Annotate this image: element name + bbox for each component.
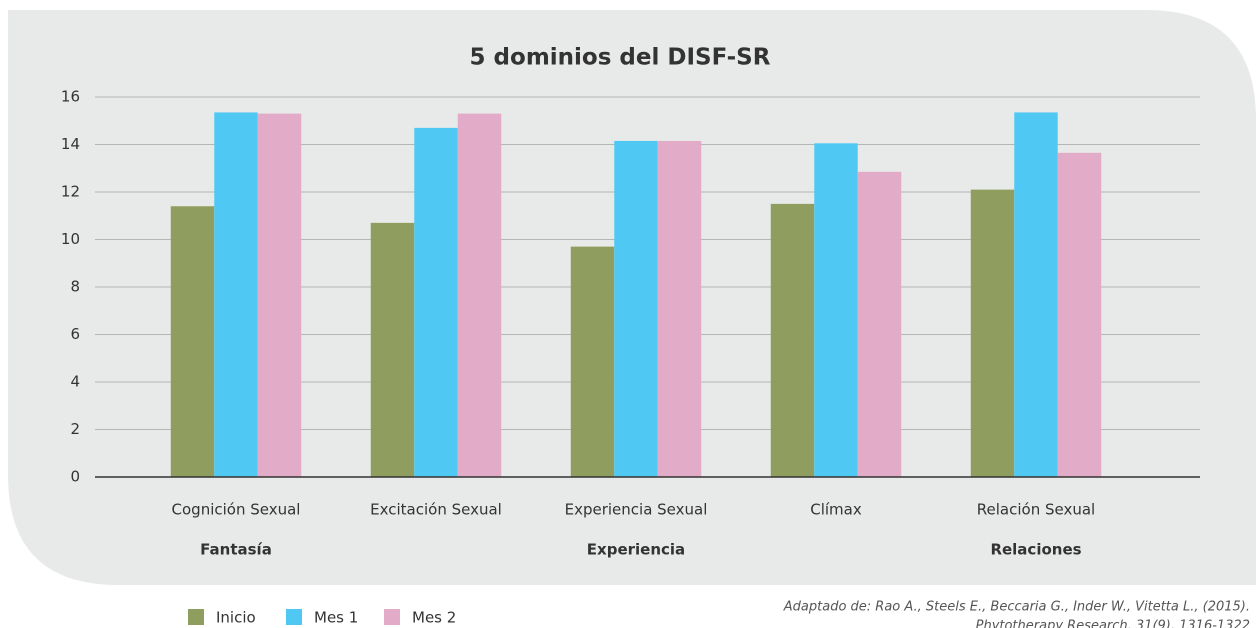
bar [970,189,1015,477]
bar [457,113,502,477]
y-tick-label: 4 [70,373,80,391]
bar [257,113,302,477]
x-tick-label: Clímax [810,501,862,519]
y-tick-label: 0 [70,468,80,486]
bar [657,140,702,477]
y-tick-label: 14 [61,135,80,153]
bar [570,246,615,477]
bar [1057,152,1102,477]
bar [414,127,458,477]
group-label: Experiencia [587,541,685,559]
x-tick-label: Excitación Sexual [370,501,502,519]
source-note: Phytotherapy Research, 31(9), 1316-1322 [976,619,1250,628]
source-note: Adaptado de: Rao A., Steels E., Beccaria… [783,600,1250,615]
x-tick-label: Relación Sexual [977,501,1095,519]
legend-swatch [384,609,400,625]
bar [1014,112,1058,477]
bar [770,203,815,477]
legend-label: Mes 1 [314,609,358,627]
bar [814,143,858,477]
y-tick-label: 12 [61,183,80,201]
x-tick-label: Experiencia Sexual [565,501,708,519]
legend-swatch [188,609,204,625]
bar [857,171,902,477]
legend-label: Mes 2 [412,609,456,627]
bar [614,140,658,477]
legend-label: Inicio [216,609,256,627]
legend-swatch [286,609,302,625]
group-label: Relaciones [990,541,1081,559]
bar [370,222,415,477]
x-tick-label: Cognición Sexual [172,501,301,519]
y-tick-label: 10 [61,230,80,248]
y-tick-label: 8 [70,278,80,296]
bar [170,206,215,477]
chart-title: 5 dominios del DISF-SR [470,45,771,71]
y-tick-label: 2 [70,420,80,438]
group-label: Fantasía [200,541,272,559]
bar [214,112,258,477]
y-tick-label: 16 [61,88,80,106]
y-tick-label: 6 [70,325,80,343]
